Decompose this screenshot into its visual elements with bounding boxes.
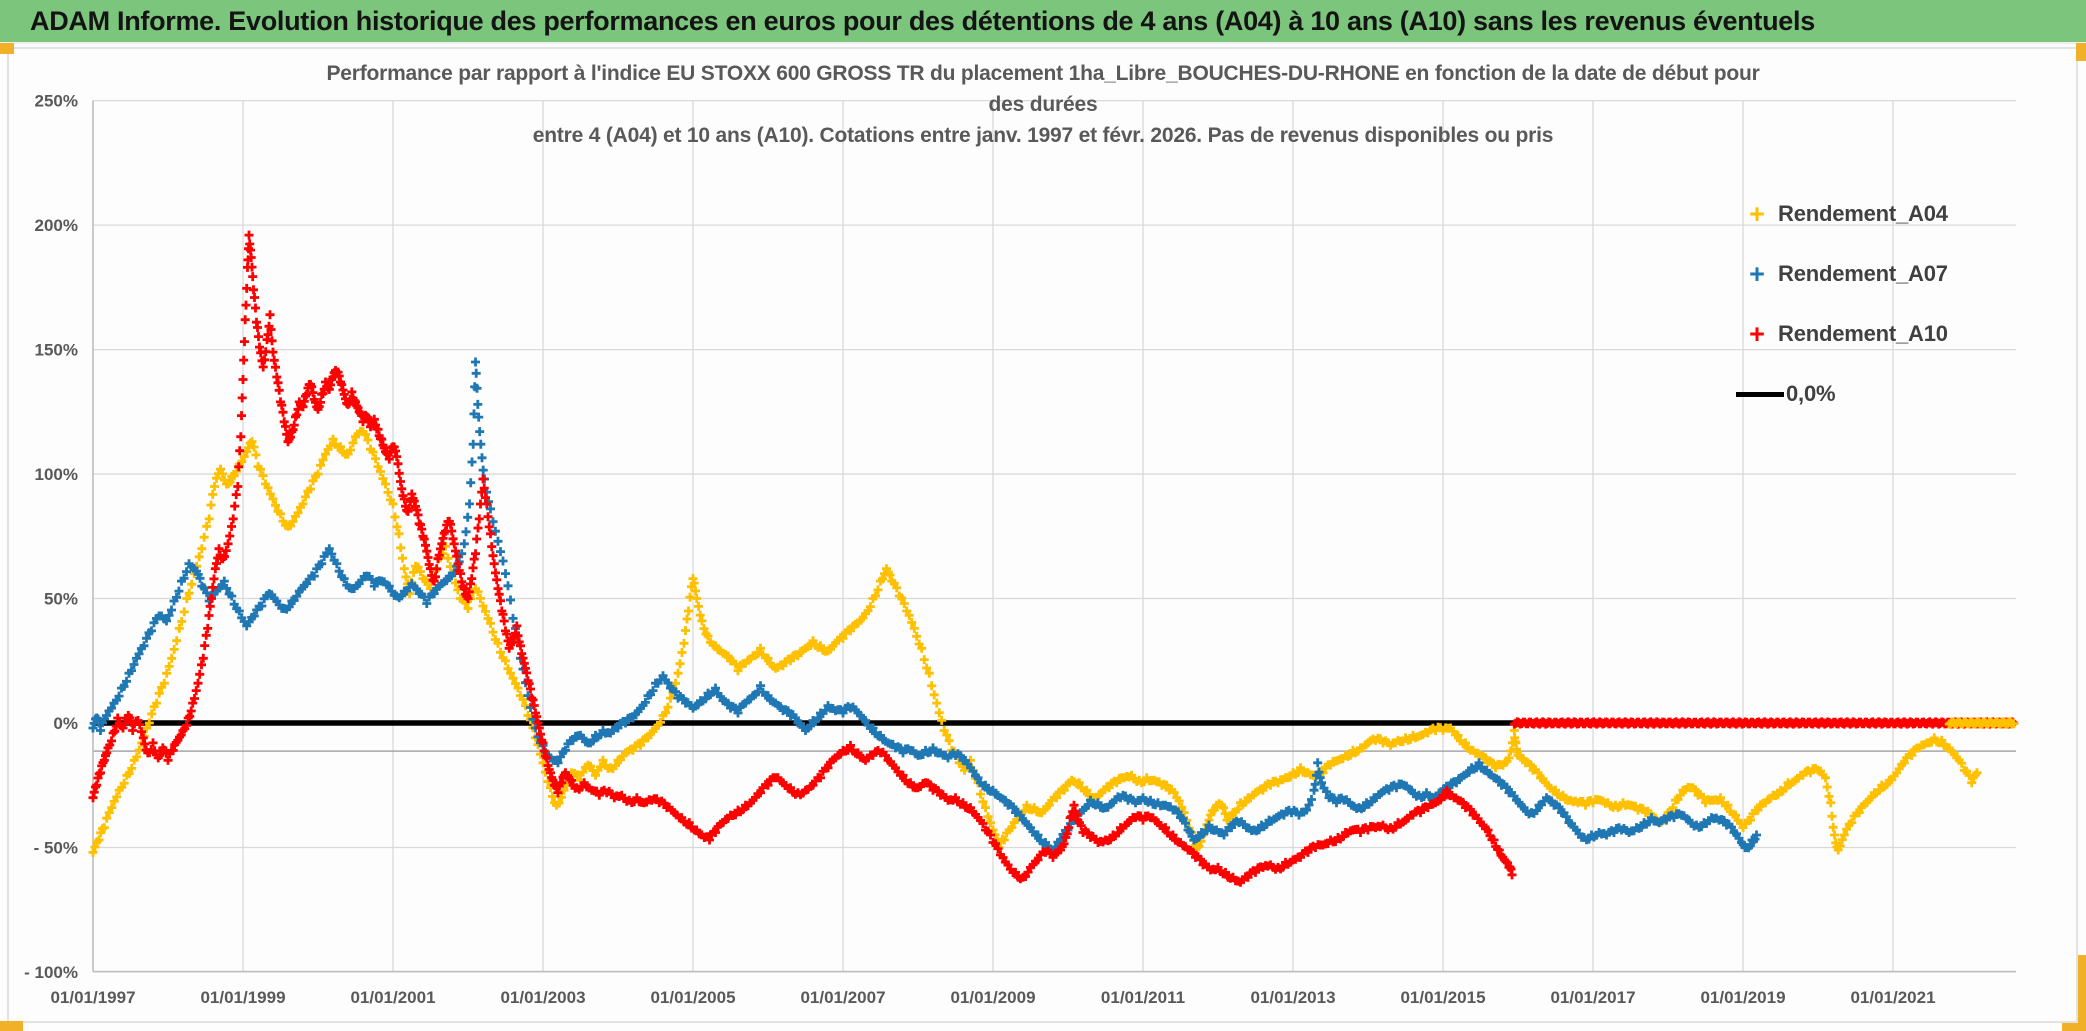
x-tick-label: 01/01/2009 [950,988,1035,1007]
sheet-border-accent [2076,43,2086,61]
zero-band-Rendement_A04 [1944,717,2019,729]
sheet-border-accent [0,43,14,54]
sheet-border-accent [2078,955,2086,1031]
series-Rendement_A10 [88,230,1517,887]
y-tick-label: 50% [44,590,78,609]
sheet-border-accent [0,1021,23,1031]
zero-band-Rendement_A10 [1509,717,2019,729]
x-tick-label: 01/01/1999 [200,988,285,1007]
chart-title-line-2: des durées [988,93,1098,116]
legend-label: Rendement_A07 [1778,261,1948,286]
series-Rendement_A04 [88,426,1982,857]
y-axis-labels: 250% 200% 150% 100% 50% 0% - 50% - 100% [24,92,78,982]
x-tick-label: 01/01/2017 [1550,988,1635,1007]
y-tick-label: - 50% [34,838,78,857]
x-tick-label: 01/01/2005 [650,988,735,1007]
x-tick-label: 01/01/2011 [1101,988,1185,1007]
x-axis-labels: 01/01/1997 01/01/1999 01/01/2001 01/01/2003… [50,988,1935,1007]
x-tick-label: 01/01/2001 [350,988,435,1007]
x-tick-label: 01/01/2021 [1850,988,1935,1007]
legend-label: Rendement_A04 [1778,201,1948,226]
y-tick-label: 150% [35,341,78,360]
x-tick-label: 01/01/2003 [500,988,585,1007]
x-tick-label: 01/01/2015 [1400,988,1485,1007]
legend-item-rendement-a10[interactable]: + Rendement_A10 [1736,304,2066,364]
x-tick-label: 01/01/1997 [50,988,135,1007]
legend-item-rendement-a04[interactable]: + Rendement_A04 [1736,184,2066,244]
legend-label: Rendement_A10 [1778,321,1948,346]
plus-marker-icon: + [1749,318,1765,349]
title-bar-text: ADAM Informe. Evolution historique des p… [30,5,1815,36]
legend-item-zero-line[interactable]: 0,0% [1736,364,2066,424]
series-Rendement_A07 [88,357,1761,855]
y-tick-label: 200% [35,216,78,235]
y-tick-label: - 100% [24,963,78,982]
line-swatch-icon [1736,391,1784,397]
x-tick-label: 01/01/2019 [1700,988,1785,1007]
legend-label: 0,0% [1786,381,1836,406]
y-tick-label: 100% [35,465,78,484]
plus-marker-icon: + [1749,258,1765,289]
x-tick-label: 01/01/2013 [1250,988,1335,1007]
chart-title-line-3: entre 4 (A04) et 10 ans (A10). Cotations… [532,124,1554,147]
chart-title-line-1: Performance par rapport à l'indice EU ST… [326,62,1760,85]
x-tick-label: 01/01/2007 [800,988,885,1007]
chart-title[interactable]: Performance par rapport à l'indice EU ST… [120,58,1966,151]
y-tick-label: 0% [53,714,78,733]
chart-border [7,47,2078,1023]
plus-marker-icon: + [1749,198,1765,229]
chart-legend: + Rendement_A04 + Rendement_A07 + Rendem… [1736,184,2066,424]
sheet-border-accent [2062,1023,2086,1031]
title-bar[interactable]: ADAM Informe. Evolution historique des p… [0,0,2086,44]
legend-item-rendement-a07[interactable]: + Rendement_A07 [1736,244,2066,304]
y-tick-label: 250% [35,92,78,111]
